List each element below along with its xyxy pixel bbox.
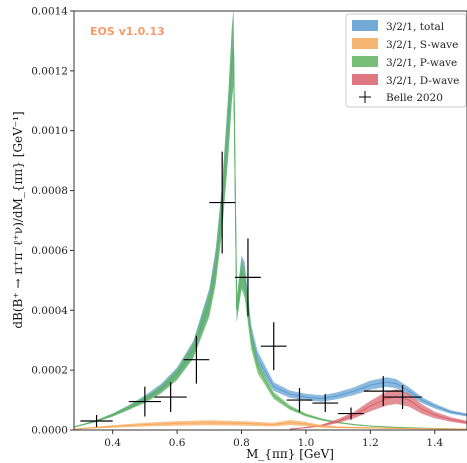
x-tick-label: 0.6 bbox=[169, 437, 186, 449]
series-band-d_wave bbox=[289, 389, 467, 430]
x-tick-label: 0.4 bbox=[104, 437, 121, 449]
data-point bbox=[312, 394, 339, 413]
x-tick-label: 1.2 bbox=[362, 437, 379, 449]
y-tick-label: 0.0010 bbox=[31, 125, 68, 137]
legend-swatch-p-wave bbox=[352, 56, 378, 67]
legend-swatch-d-wave bbox=[352, 74, 378, 85]
data-point bbox=[154, 382, 187, 413]
data-point bbox=[183, 335, 210, 384]
y-axis-title: dB(B⁺ → π⁺π⁻ℓ⁺ν)/dM_{ππ} [GeV⁻¹] bbox=[11, 111, 25, 328]
series-line-s_wave bbox=[74, 421, 467, 430]
legend-label-d-wave: 3/2/1, D-wave bbox=[386, 75, 459, 87]
x-axis-title: M_{ππ} [GeV] bbox=[246, 447, 334, 461]
data-layer bbox=[80, 151, 422, 428]
watermark: EOS v1.0.13 bbox=[90, 25, 165, 38]
data-point bbox=[260, 322, 287, 371]
legend-marker-data bbox=[359, 91, 371, 103]
legend-swatch-s-wave bbox=[352, 38, 378, 49]
x-axis: 0.4 0.6 0.8 1.0 1.2 1.4 bbox=[104, 430, 443, 449]
legend-label-p-wave: 3/2/1, P-wave bbox=[386, 57, 457, 69]
legend-label-data: Belle 2020 bbox=[386, 92, 443, 104]
legend: 3/2/1, total 3/2/1, S-wave 3/2/1, P-wave… bbox=[345, 13, 467, 108]
y-axis: 0.0000 0.0002 0.0004 0.0006 0.0008 0.0010 0.00… bbox=[31, 6, 74, 437]
legend-label-s-wave: 3/2/1, S-wave bbox=[386, 39, 458, 51]
data-point bbox=[80, 415, 113, 428]
x-tick-label: 1.4 bbox=[426, 437, 443, 449]
y-tick-label: 0.0008 bbox=[31, 185, 68, 197]
data-point bbox=[209, 151, 236, 254]
data-point bbox=[128, 386, 161, 417]
legend-label-total: 3/2/1, total bbox=[386, 21, 445, 33]
data-point bbox=[383, 385, 422, 410]
y-tick-label: 0.0006 bbox=[31, 245, 68, 257]
y-tick-label: 0.0000 bbox=[31, 425, 68, 437]
data-point bbox=[363, 376, 403, 407]
data-point bbox=[235, 238, 261, 317]
x-tick-label: 0.8 bbox=[233, 437, 250, 449]
plot-frame bbox=[73, 10, 467, 431]
y-tick-label: 0.0012 bbox=[31, 65, 68, 77]
y-tick-label: 0.0004 bbox=[31, 305, 68, 317]
data-point bbox=[338, 407, 364, 420]
x-tick-label: 1.0 bbox=[298, 437, 315, 449]
y-tick-label: 0.0002 bbox=[31, 365, 68, 377]
legend-swatch-total bbox=[352, 20, 378, 31]
y-tick-label: 0.0014 bbox=[31, 6, 68, 18]
series-line-p_wave bbox=[74, 46, 467, 430]
data-point bbox=[286, 388, 313, 413]
